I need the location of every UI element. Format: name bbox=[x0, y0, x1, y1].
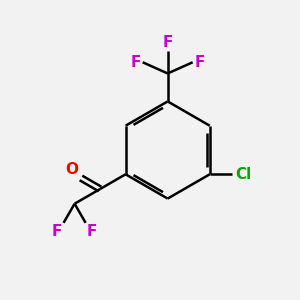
Text: F: F bbox=[194, 55, 205, 70]
Text: Cl: Cl bbox=[236, 167, 252, 182]
Text: F: F bbox=[131, 55, 141, 70]
Text: O: O bbox=[65, 161, 78, 176]
Text: F: F bbox=[163, 35, 173, 50]
Text: F: F bbox=[52, 224, 62, 239]
Text: F: F bbox=[87, 224, 98, 239]
